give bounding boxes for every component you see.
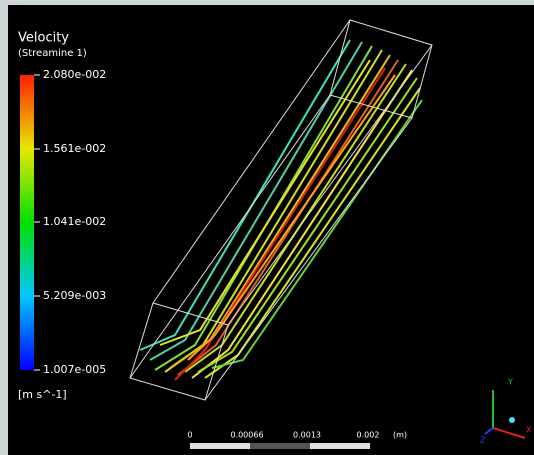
scale-label: 0.0013 [293,431,321,440]
scale-bar [190,443,370,449]
color-bar [20,75,34,370]
page: Velocity (Streamine 1) 2.080e-002 1.561e… [0,0,534,455]
scale-label: 0 [187,431,192,440]
legend-label: 5.209e-003 [43,289,106,302]
legend-label: 1.007e-005 [43,363,106,376]
legend-label: 2.080e-002 [43,68,106,81]
top-frame [0,0,534,5]
axis-label: Y [507,378,513,387]
scale-label: 0.002 [357,431,380,440]
legend-unit: [m s^-1] [18,388,67,401]
legend-title: Velocity [18,31,69,46]
legend-subtitle: (Streamine 1) [18,48,87,59]
left-frame [0,0,8,455]
viewport: Velocity (Streamine 1) 2.080e-002 1.561e… [0,0,534,455]
legend-label: 1.561e-002 [43,142,106,155]
legend-label: 1.041e-002 [43,215,106,228]
scale-label: 0.00066 [230,431,263,440]
scale-label: (m) [393,431,407,440]
axis-label: X [526,426,532,435]
axis-label: Z [480,436,486,445]
